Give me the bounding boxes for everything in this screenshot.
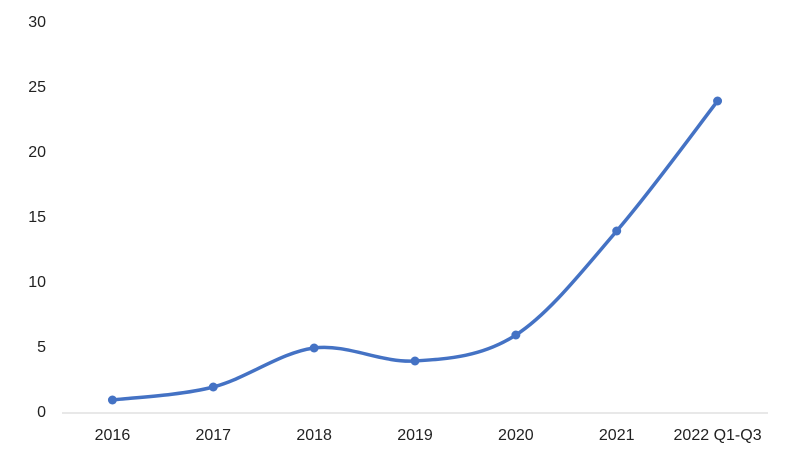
x-tick-label: 2019 [397, 427, 433, 444]
point [107, 395, 117, 405]
x-tick-label: 2018 [296, 427, 332, 444]
point [511, 330, 521, 340]
y-tick-label: 10 [28, 274, 46, 291]
line [112, 99, 719, 402]
y-tick-label: 20 [28, 144, 46, 161]
x-tick-label: 2020 [498, 427, 534, 444]
point [612, 226, 622, 236]
x-tick-label: 2017 [195, 427, 231, 444]
y-tick-label: 15 [28, 209, 46, 226]
y-tick-label: 5 [37, 339, 46, 356]
point [309, 343, 319, 353]
y-tick-label: 25 [28, 79, 46, 96]
x-tick-label: 2021 [599, 427, 635, 444]
point [208, 382, 218, 392]
y-tick-label: 0 [37, 404, 46, 421]
y-tick-label: 30 [28, 14, 46, 31]
point [713, 96, 723, 106]
x-tick-label: 2016 [95, 427, 131, 444]
x-tick-label: 2022 Q1-Q3 [674, 427, 762, 444]
point [410, 356, 420, 366]
